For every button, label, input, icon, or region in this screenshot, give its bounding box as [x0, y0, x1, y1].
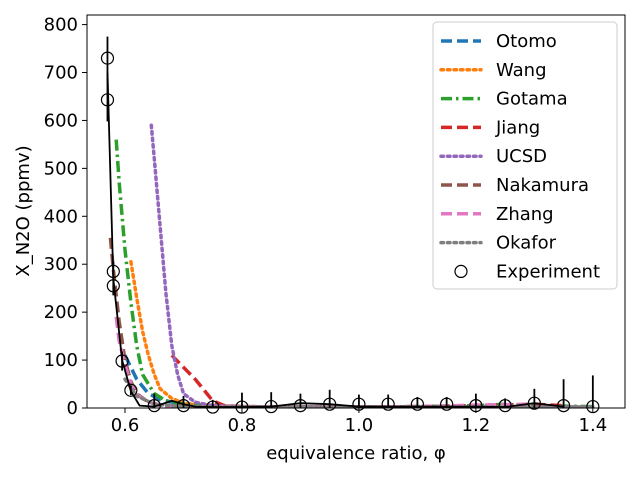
- legend-label-jiang: Jiang: [495, 117, 540, 138]
- legend-label-ucsd: UCSD: [496, 146, 547, 167]
- x-tick-label: 0.6: [111, 415, 140, 436]
- legend-label-okafor: Okafor: [496, 233, 557, 254]
- y-axis-ticks: 0 100 200 300 400 500 600 700 800: [44, 15, 87, 419]
- experiment-point: [440, 397, 454, 411]
- experiment-point: [381, 397, 395, 411]
- legend: Otomo Wang Gotama Jiang UCSD Nakamura Zhang Oka…: [432, 21, 618, 290]
- experiment-line: [106, 72, 564, 408]
- legend-label-gotama: Gotama: [496, 89, 568, 110]
- experiment-point: [100, 51, 115, 65]
- y-tick-label: 700: [44, 63, 78, 84]
- y-tick-label: 500: [44, 158, 78, 179]
- plot-frame: [86, 14, 626, 409]
- experiment-point: [115, 354, 129, 368]
- experiment-point: [556, 399, 571, 413]
- legend-box: [432, 21, 618, 290]
- y-tick-label: 0: [67, 398, 78, 419]
- legend-swatch-experiment: [454, 264, 468, 278]
- legend-label-zhang: Zhang: [496, 204, 554, 225]
- experiment-point: [206, 400, 220, 414]
- experiment-layer: [100, 36, 600, 414]
- experiment-point: [323, 397, 337, 411]
- experiment-point: [410, 397, 425, 411]
- y-axis-label: X_N2O (ppmv): [13, 145, 34, 276]
- experiment-point: [498, 399, 512, 413]
- legend-label-nakamura: Nakamura: [496, 175, 589, 196]
- y-tick-label: 300: [44, 254, 78, 275]
- experiment-point: [124, 383, 138, 397]
- y-tick-label: 200: [44, 302, 78, 323]
- x-tick-label: 0.8: [228, 415, 257, 436]
- y-tick-label: 400: [44, 206, 78, 227]
- experiment-point: [264, 399, 278, 414]
- y-tick-label: 100: [44, 350, 78, 371]
- experiment-point: [100, 93, 115, 107]
- experiment-point: [176, 399, 191, 413]
- experiment-point: [527, 396, 541, 410]
- x-tick-label: 1.0: [345, 415, 374, 436]
- x-axis-ticks: 0.6 0.8 1.0 1.2 1.4: [111, 408, 607, 436]
- x-axis-label: equivalence ratio, φ: [266, 443, 446, 464]
- x-tick-label: 1.4: [579, 415, 608, 436]
- experiment-point: [235, 400, 249, 414]
- x-tick-label: 1.2: [462, 415, 491, 436]
- legend-label-wang: Wang: [496, 60, 547, 81]
- legend-label-otomo: Otomo: [496, 31, 557, 52]
- legend-label-experiment: Experiment: [496, 261, 600, 282]
- experiment-point: [293, 399, 308, 413]
- experiment-point: [147, 399, 161, 413]
- y-tick-label: 600: [44, 110, 78, 131]
- experiment-point: [106, 279, 120, 293]
- y-tick-label: 800: [44, 15, 78, 36]
